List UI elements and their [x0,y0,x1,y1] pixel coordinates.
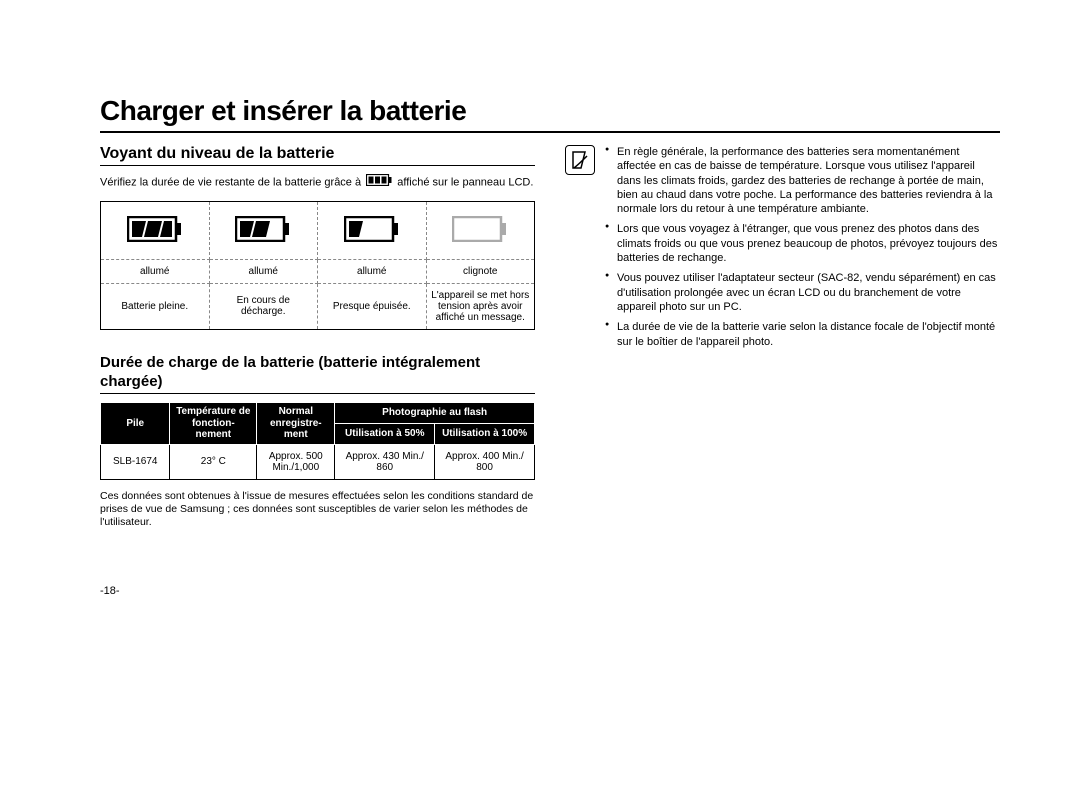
page-number: -18- [100,585,535,597]
left-column: Voyant du niveau de la batterie Vérifiez… [100,145,535,597]
th-flash: Photographie au flash [335,403,535,424]
battery-status-3: clignote [426,259,535,283]
title-underline [100,131,1000,133]
battery-inline-icon [366,174,392,191]
td-use100: Approx. 400 Min./ 800 [435,444,535,479]
battery-icon-one [318,201,427,259]
section1-intro: Vérifiez la durée de vie restante de la … [100,174,535,191]
battery-status-0: allumé [101,259,210,283]
td-temp: 23° C [170,444,257,479]
th-pile: Pile [101,403,170,445]
note-2: Vous pouvez utiliser l'adaptateur secteu… [605,271,1000,314]
battery-status-2: allumé [318,259,427,283]
td-normal: Approx. 500 Min./1,000 [257,444,335,479]
th-use100: Utilisation à 100% [435,424,535,445]
section1-heading: Voyant du niveau de la batterie [100,145,535,163]
note-1: Lors que vous voyagez à l'étranger, que … [605,222,1000,265]
battery-desc-3: L'appareil se met hors tension après avo… [426,283,535,329]
battery-desc-0: Batterie pleine. [101,283,210,329]
section2-footnote: Ces données sont obtenues à l'issue de m… [100,490,535,529]
note-icon [565,145,595,175]
td-use50: Approx. 430 Min./ 860 [335,444,435,479]
battery-icon-two [209,201,318,259]
page-title: Charger et insérer la batterie [100,95,1000,127]
battery-icon-empty [426,201,535,259]
charge-duration-table: Pile Température de fonction-nement Norm… [100,402,535,480]
section2-underline [100,393,535,394]
intro-before: Vérifiez la durée de vie restante de la … [100,176,361,188]
th-temp: Température de fonction-nement [170,403,257,445]
section2-heading: Durée de charge de la batterie (batterie… [100,354,535,392]
th-normal: Normal enregistre-ment [257,403,335,445]
notes-list: En règle générale, la performance des ba… [605,145,1000,597]
battery-desc-2: Presque épuisée. [318,283,427,329]
battery-desc-1: En cours de décharge. [209,283,318,329]
td-pile: SLB-1674 [101,444,170,479]
note-3: La durée de vie de la batterie varie sel… [605,320,1000,349]
right-column: En règle générale, la performance des ba… [565,145,1000,597]
battery-indicator-table: allumé allumé allumé clignote Batterie p… [100,201,535,330]
intro-after: affiché sur le panneau LCD. [397,176,533,188]
th-use50: Utilisation à 50% [335,424,435,445]
battery-icon-full [101,201,210,259]
battery-status-1: allumé [209,259,318,283]
section1-underline [100,165,535,166]
note-0: En règle générale, la performance des ba… [605,145,1000,216]
